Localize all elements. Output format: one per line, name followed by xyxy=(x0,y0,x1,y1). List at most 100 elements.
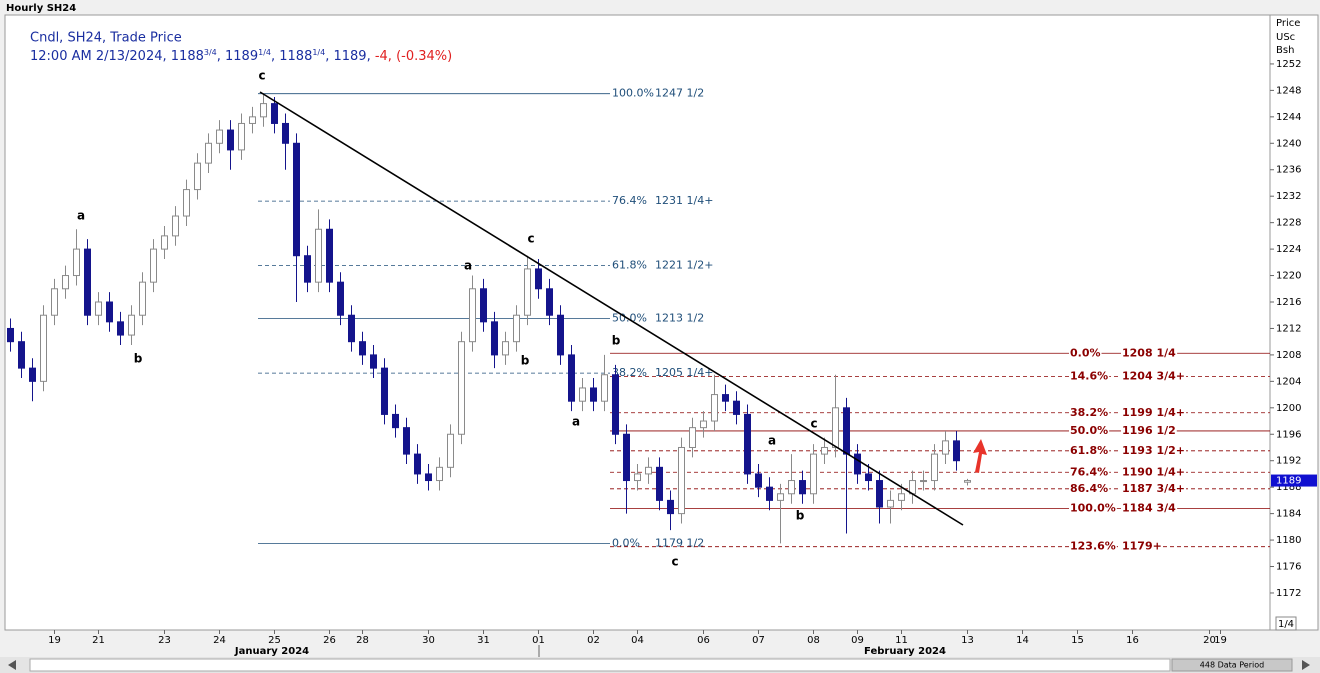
candle-body xyxy=(678,446,685,515)
label-bg xyxy=(1069,369,1110,383)
fib-label: 1199 1/4+ xyxy=(1122,406,1185,419)
scroll-thumb[interactable] xyxy=(1171,658,1293,672)
candle-body xyxy=(733,400,740,415)
wave-label: a xyxy=(768,434,776,448)
candle-body xyxy=(491,321,498,356)
candle-body xyxy=(381,367,388,415)
scroll-right[interactable] xyxy=(1302,660,1310,670)
candle-body xyxy=(436,466,443,482)
y-tick-label: 1212 xyxy=(1276,323,1301,334)
fib-label: 1221 1/2+ xyxy=(655,259,713,272)
scroll-track[interactable] xyxy=(29,658,1171,672)
legend-open: 1188 xyxy=(171,49,204,64)
label-bg xyxy=(1069,443,1110,457)
candle-body xyxy=(414,453,421,475)
candle-body xyxy=(62,275,69,290)
x-tick-label: 20 xyxy=(1203,635,1216,646)
scroll-label: 448 Data Period xyxy=(1200,661,1264,670)
candle-body xyxy=(106,301,113,323)
legend-low: 1188 xyxy=(279,49,312,64)
x-tick-label: 11 xyxy=(895,635,908,646)
candle-body xyxy=(95,301,102,316)
candle-body xyxy=(249,116,256,124)
axis-header: Price xyxy=(1276,18,1300,29)
candle-body xyxy=(425,473,432,482)
candle-body xyxy=(623,433,630,482)
x-tick-label: 06 xyxy=(697,635,710,646)
y-tick-label: 1172 xyxy=(1276,588,1301,599)
candle-body xyxy=(832,407,839,448)
axis-footer: 1/4 xyxy=(1278,619,1294,630)
x-tick-label: 14 xyxy=(1016,635,1029,646)
x-tick-label: 08 xyxy=(807,635,820,646)
x-tick-label: 09 xyxy=(851,635,864,646)
candle-body xyxy=(128,314,135,336)
candle-body xyxy=(876,480,883,508)
wave-label: b xyxy=(612,334,621,348)
legend-open-frac: 3/4 xyxy=(204,48,217,57)
fib-pct: 38.2% xyxy=(1070,406,1108,419)
candle-body xyxy=(612,374,619,435)
candle-body xyxy=(689,427,696,448)
y-tick-label: 1192 xyxy=(1276,456,1301,467)
candle-body xyxy=(656,466,663,501)
candle-body xyxy=(579,387,586,402)
label-bg xyxy=(1069,539,1117,553)
candle-body xyxy=(447,433,454,468)
candle-body xyxy=(788,480,795,495)
window-title: Hourly SH24 xyxy=(6,3,76,14)
candle-body xyxy=(755,473,762,488)
legend-time: 12:00 AM 2/13/2024, xyxy=(30,49,167,64)
candle-body xyxy=(887,499,894,508)
fib-label: 1187 3/4+ xyxy=(1122,482,1185,495)
y-tick-label: 1200 xyxy=(1276,403,1301,414)
x-tick-label: 24 xyxy=(213,635,226,646)
fib-pct: 0.0% xyxy=(612,536,640,549)
x-tick-label: 25 xyxy=(268,635,281,646)
fib-pct: 123.6% xyxy=(1070,540,1116,553)
candle-body xyxy=(370,354,377,369)
fib-pct: 100.0% xyxy=(1070,502,1116,515)
x-tick-label: 13 xyxy=(961,635,974,646)
label-bg xyxy=(1069,465,1110,479)
label-bg xyxy=(1121,423,1177,437)
fib-label: 1179 1/2 xyxy=(655,536,704,549)
candle-body xyxy=(645,466,652,475)
label-bg xyxy=(654,194,715,208)
legend-high: 1189 xyxy=(225,49,258,64)
y-tick-label: 1180 xyxy=(1276,535,1301,546)
wave-label: c xyxy=(527,232,534,246)
fib-pct: 86.4% xyxy=(1070,482,1108,495)
label-bg xyxy=(611,194,648,208)
wave-label: a xyxy=(464,259,472,273)
label-bg xyxy=(611,536,641,550)
label-bg xyxy=(611,366,648,380)
candle-body xyxy=(821,446,828,455)
candle-body xyxy=(238,122,245,151)
axis-header: Bsh xyxy=(1276,45,1294,56)
legend-change-pct: (-0.34%) xyxy=(396,49,452,64)
wave-label: a xyxy=(77,209,85,223)
y-tick-label: 1220 xyxy=(1276,271,1301,282)
fib-label: 1231 1/4+ xyxy=(655,194,713,207)
candle-body xyxy=(40,314,47,382)
last-price-label: 1189 xyxy=(1276,476,1301,487)
fib-pct: 61.8% xyxy=(1070,444,1108,457)
legend-name: Cndl, SH24, Trade Price xyxy=(30,31,182,46)
x-tick-label: 23 xyxy=(158,635,171,646)
scroll-left[interactable] xyxy=(8,660,16,670)
candle-body xyxy=(480,288,487,323)
label-bg xyxy=(1121,369,1186,383)
y-tick-label: 1176 xyxy=(1276,562,1301,573)
fib-label: 1208 1/4 xyxy=(1122,346,1176,359)
x-tick-label: 19 xyxy=(48,635,61,646)
wave-label: c xyxy=(671,555,678,569)
fib-pct: 50.0% xyxy=(1070,424,1108,437)
candle-body xyxy=(7,327,14,343)
candle-body xyxy=(898,493,905,501)
candle-body xyxy=(117,321,124,336)
candle-body xyxy=(766,486,773,501)
candle-body xyxy=(18,341,25,369)
legend-high-frac: 1/4 xyxy=(258,48,271,57)
label-bg xyxy=(654,366,715,380)
